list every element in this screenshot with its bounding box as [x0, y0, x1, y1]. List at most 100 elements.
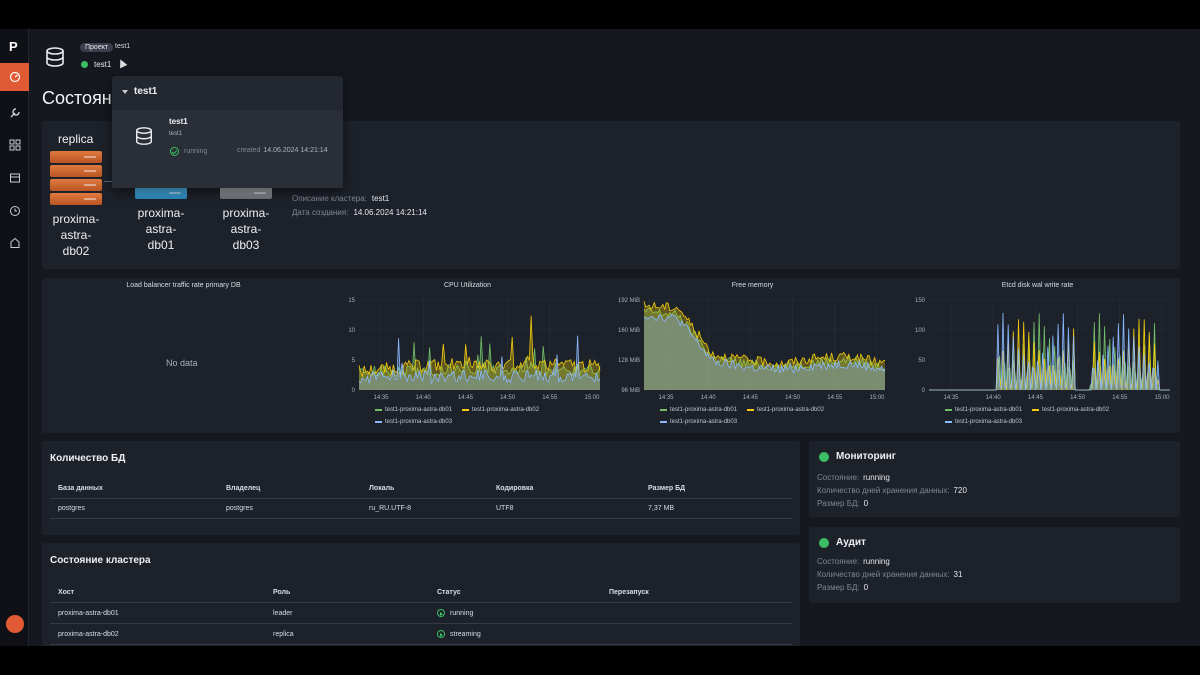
chart-lb-traffic: Load balancer traffic rate primary DB No…: [42, 278, 325, 433]
series-area: [359, 335, 600, 390]
x-tick-label: 14:45: [743, 395, 759, 401]
role-cell: replica: [265, 623, 429, 645]
column-header[interactable]: Локаль: [361, 479, 488, 499]
caret-down-icon: [122, 89, 128, 94]
y-tick-label: 0: [922, 388, 926, 394]
column-header[interactable]: База данных: [50, 479, 218, 499]
cluster-description: Описание кластера: test1: [292, 194, 390, 203]
x-tick-label: 14:35: [658, 395, 674, 401]
column-header[interactable]: Владелец: [218, 479, 361, 499]
legend-swatch: [660, 421, 667, 423]
restart-cell[interactable]: [601, 602, 792, 624]
legend-swatch: [945, 409, 952, 411]
y-tick-label: 15: [348, 298, 355, 304]
chart-svg: 192 MiB 160 MiB 128 MiB 96 MiB 14:35 14:40 14:…: [618, 298, 886, 401]
x-tick-label: 15:00: [584, 395, 600, 401]
table-row[interactable]: proxima-astra-db02 replica streaming: [50, 623, 792, 645]
db-count-panel: Количество БД База данных Владелец Локал…: [42, 441, 800, 535]
y-tick-label: 10: [348, 328, 355, 334]
x-tick-label: 14:35: [373, 395, 389, 401]
y-tick-label: 50: [918, 358, 925, 364]
project-value: test1: [115, 43, 131, 50]
legend-item[interactable]: test1-proxima-astra-db01: [945, 407, 1022, 413]
cluster-selector[interactable]: test1: [81, 60, 111, 69]
server-name: proxima- astra- db02: [52, 212, 100, 258]
dashboard-icon[interactable]: [0, 63, 29, 91]
column-header[interactable]: Роль: [265, 583, 429, 603]
table-row[interactable]: proxima-astra-db01 leader running: [50, 602, 792, 624]
app-logo[interactable]: P: [9, 39, 18, 54]
sidebar: P: [0, 29, 29, 646]
x-tick-label: 14:55: [1112, 395, 1128, 401]
option-name: test1: [169, 117, 188, 126]
server-stack-icon: [50, 151, 102, 205]
server-name: proxima- astra- db01: [137, 206, 185, 252]
database-icon: [44, 46, 66, 73]
y-tick-label: 96 MiB: [621, 388, 640, 394]
cluster-table: Хост Роль Статус Перезапуск proxima-astr…: [50, 583, 792, 645]
table-row[interactable]: postgres postgres ru_RU.UTF-8 UTF8 7,37 …: [50, 498, 792, 519]
series-area: [644, 308, 885, 390]
legend-item[interactable]: test1-proxima-astra-db01: [375, 407, 452, 413]
series-area: [929, 318, 1170, 390]
series-line: [358, 315, 601, 378]
option-description: test1: [169, 131, 183, 137]
series-line: [643, 313, 886, 374]
table-cell: UTF8: [488, 498, 640, 519]
charts-panel: Load balancer traffic rate primary DB No…: [42, 278, 1180, 433]
dropdown-header[interactable]: test1: [122, 86, 157, 97]
legend-swatch: [660, 409, 667, 411]
y-tick-label: 5: [352, 358, 356, 364]
backup-icon[interactable]: [0, 164, 29, 192]
monitoring-panel: Мониторинг Состояние: running Количество …: [809, 441, 1180, 517]
y-tick-label: 0: [352, 388, 356, 394]
user-avatar-icon[interactable]: [6, 615, 24, 633]
column-header[interactable]: Статус: [429, 583, 601, 603]
status-dot-icon: [81, 61, 88, 68]
x-tick-label: 14:45: [1028, 395, 1044, 401]
column-header[interactable]: Перезапуск: [601, 583, 792, 603]
play-icon: [437, 609, 445, 617]
puzzle-icon[interactable]: [0, 229, 29, 257]
host-cell: proxima-astra-db01: [50, 602, 265, 624]
dropdown-cluster-option[interactable]: test1 test1 running created 14.06.2024 14…: [112, 110, 343, 188]
legend-item[interactable]: test1-proxima-astra-db03: [945, 419, 1022, 425]
column-header[interactable]: Размер БД: [640, 479, 792, 499]
series-area: [644, 314, 885, 390]
no-data-label: No data: [166, 358, 198, 368]
chart-free-memory: Free memory 192 MiB 160 MiB 128 MiB 96 MiB 1…: [610, 278, 895, 433]
history-icon[interactable]: [0, 197, 29, 225]
status-dot-icon: [819, 537, 829, 548]
chart-svg: 150 100 50 0 14:35 14:40 14:45 14:50 14:55 15:00: [915, 298, 1170, 401]
page-title: Состояние: [42, 88, 132, 108]
wrench-icon[interactable]: [0, 99, 29, 127]
legend-item[interactable]: test1-proxima-astra-db02: [462, 407, 539, 413]
legend-swatch: [1032, 409, 1039, 411]
status-dot-icon: [819, 451, 829, 462]
replica-label: replica: [58, 132, 94, 146]
chart-cpu: CPU Utilization 15 10 5 0 14:35 14:40 14:45 14:…: [325, 278, 610, 433]
server-db02[interactable]: proxima- astra- db02: [50, 151, 102, 259]
x-tick-label: 14:45: [458, 395, 474, 401]
legend-item[interactable]: test1-proxima-astra-db02: [747, 407, 824, 413]
legend-swatch: [945, 421, 952, 423]
series-line: [643, 301, 886, 368]
legend-item[interactable]: test1-proxima-astra-db01: [660, 407, 737, 413]
x-tick-label: 14:55: [827, 395, 843, 401]
column-header[interactable]: Кодировка: [488, 479, 640, 499]
y-tick-label: 128 MiB: [618, 358, 640, 364]
series-area: [644, 301, 885, 390]
grid-icon[interactable]: [0, 131, 29, 159]
legend-item[interactable]: test1-proxima-astra-db03: [660, 419, 737, 425]
chart-etcd-wal: Etcd disk wal write rate 150 100 50 0 14:35 1…: [895, 278, 1180, 433]
x-tick-label: 14:35: [943, 395, 959, 401]
table-cell: postgres: [50, 498, 218, 519]
cluster-created: Дата создания: 14.06.2024 14:21:14: [292, 208, 427, 217]
x-tick-label: 14:50: [500, 395, 516, 401]
project-chip[interactable]: Проект: [80, 43, 114, 52]
column-header[interactable]: Хост: [50, 583, 265, 603]
restart-cell[interactable]: [601, 623, 792, 645]
audit-state: Состояние: running: [817, 557, 890, 566]
legend-item[interactable]: test1-proxima-astra-db02: [1032, 407, 1109, 413]
legend-item[interactable]: test1-proxima-astra-db03: [375, 419, 452, 425]
